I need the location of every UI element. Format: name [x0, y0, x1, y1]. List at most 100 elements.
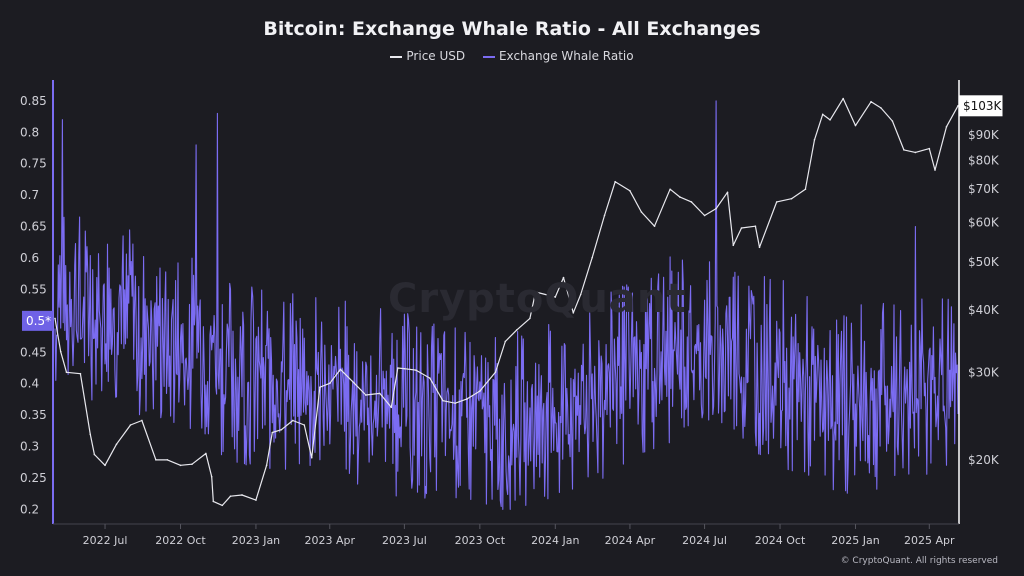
price-point [891, 120, 894, 122]
price-point [572, 312, 575, 314]
price-point [319, 386, 321, 388]
legend: Price USD Exchange Whale Ratio [0, 49, 1024, 63]
right-tick-label: $90K [968, 128, 1000, 142]
price-point [494, 371, 497, 374]
price-point [903, 149, 905, 151]
price-point [813, 139, 816, 141]
whale-ratio-series [54, 100, 959, 510]
legend-item-price[interactable]: Price USD [390, 49, 465, 63]
price-point [479, 390, 481, 392]
price-point [775, 201, 778, 203]
price-point [504, 340, 507, 343]
price-point [562, 276, 565, 279]
price-point [690, 201, 693, 203]
price-point [629, 189, 631, 192]
x-tick-label: 2023 Jul [382, 534, 427, 547]
legend-label-ratio: Exchange Whale Ratio [498, 49, 634, 63]
price-point [390, 406, 393, 409]
left-tick-label: 0.4 [20, 377, 39, 391]
price-point [534, 291, 537, 293]
price-point [328, 382, 331, 385]
price-point [339, 368, 342, 371]
copyright-credit: © CryptoQuant. All rights reserved [840, 556, 998, 566]
price-point [465, 398, 468, 400]
price-point [155, 459, 157, 461]
price-point [515, 329, 518, 331]
price-point [115, 443, 118, 446]
price-point [415, 369, 417, 371]
price-point [732, 244, 735, 247]
price-point [403, 367, 406, 370]
price-point [54, 317, 56, 320]
price-point [429, 377, 431, 379]
price-point [454, 402, 457, 404]
price-point [129, 424, 132, 426]
legend-swatch-ratio [482, 55, 495, 58]
price-point [740, 227, 743, 229]
right-tick-label: $40K [968, 303, 1000, 317]
right-tick-label: $60K [968, 216, 1000, 230]
price-point [89, 433, 92, 436]
watermark: CryptoQuant [388, 276, 687, 322]
price-point [378, 392, 381, 395]
left-tick-label: 0.85 [20, 94, 47, 108]
legend-label-price: Price USD [406, 49, 466, 63]
price-point [166, 459, 169, 461]
price-point [579, 293, 582, 296]
right-tick-label: $20K [968, 453, 1000, 467]
right-current-marker [959, 95, 1003, 117]
left-tick-label: 0.45 [20, 345, 47, 359]
price-point [59, 350, 62, 353]
left-tick-label: 0.8 [20, 125, 39, 139]
price-point [603, 214, 606, 217]
legend-item-ratio[interactable]: Exchange Whale Ratio [482, 49, 634, 63]
price-point [292, 419, 294, 422]
right-tick-label: $70K [968, 182, 1000, 196]
right-tick-label: $80K [968, 153, 1000, 167]
price-point [758, 246, 761, 249]
price-point [303, 424, 306, 426]
left-current-marker-label: 0.5* [26, 314, 51, 328]
price-point [353, 382, 356, 385]
right-tick-label: $50K [968, 255, 1000, 269]
x-tick-label: 2024 Jan [531, 534, 579, 547]
price-point [212, 500, 215, 503]
whale-ratio-line [54, 100, 959, 510]
price-point [790, 197, 793, 200]
left-tick-label: 0.75 [20, 157, 47, 171]
x-tick-label: 2024 Apr [605, 534, 656, 547]
right-tick-label: $30K [968, 365, 1000, 379]
price-point [715, 207, 717, 210]
price-point [804, 188, 807, 191]
price-point [842, 97, 844, 100]
price-point [653, 225, 656, 227]
price-point [726, 191, 729, 194]
left-current-marker [22, 310, 53, 331]
price-point [591, 256, 594, 259]
left-tick-label: 0.3 [20, 440, 39, 454]
price-point [554, 296, 557, 298]
price-point [271, 431, 274, 434]
price-point [255, 499, 257, 501]
price-point [821, 113, 824, 116]
price-point [241, 494, 243, 496]
price-point [210, 475, 213, 478]
left-tick-label: 0.55 [20, 282, 47, 296]
price-point [191, 463, 193, 466]
x-tick-label: 2024 Jul [682, 534, 727, 547]
x-tick-label: 2025 Jan [831, 534, 879, 547]
price-point [221, 504, 224, 507]
price-series [54, 97, 959, 507]
chart-title: Bitcoin: Exchange Whale Ratio - All Exch… [263, 18, 761, 40]
x-tick-label: 2023 Apr [304, 534, 355, 547]
x-tick-label: 2024 Oct [755, 534, 806, 547]
price-point [928, 147, 931, 150]
price-point [229, 495, 232, 498]
price-point [365, 394, 367, 396]
price-point [854, 124, 857, 127]
axes: 0.85 0.8 0.75 0.7 0.65 0.6 0.55 0.45 0.4 0.35 0.3 0… [20, 80, 1003, 547]
price-point [65, 371, 68, 374]
right-current-marker-label: $103K [963, 99, 1003, 113]
price-point [669, 188, 671, 191]
price-point [529, 317, 531, 320]
